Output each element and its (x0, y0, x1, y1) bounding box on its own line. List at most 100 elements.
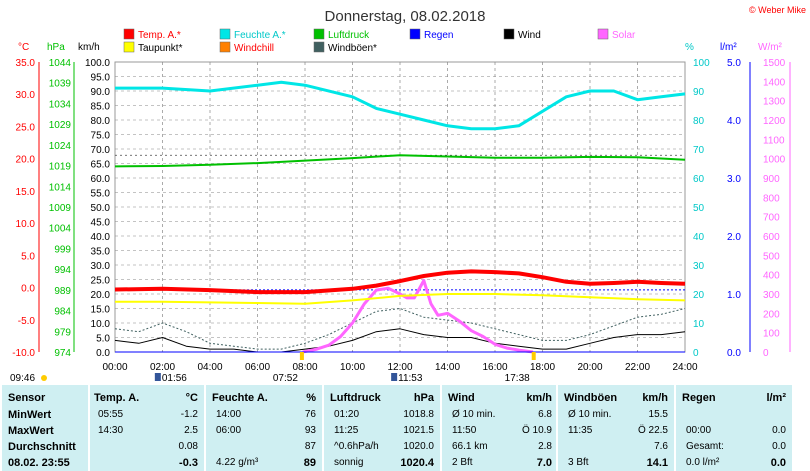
kmh-tick: 25.0 (91, 276, 111, 287)
stats-table: Sensor MinWert MaxWert Durchschnitt 08.02. 2… (0, 385, 810, 471)
legend-label: Solar (612, 30, 636, 41)
rain-tick: 2.0 (727, 232, 741, 243)
hpa-tick: 1044 (49, 58, 72, 69)
sunset-marker (531, 352, 536, 360)
solar-tick: 200 (763, 309, 780, 320)
legend-label: Feuchte A.* (234, 30, 286, 41)
column-header: Feuchte A. (212, 392, 268, 404)
pct-tick: 80 (693, 116, 705, 127)
legend-swatch (503, 28, 515, 40)
chart-grid (114, 61, 686, 353)
cell-value: -1.2 (180, 409, 198, 420)
solar-tick: 1300 (763, 97, 786, 108)
chart-title: Donnerstag, 08.02.2018 (325, 8, 486, 25)
temp-tick: 30.0 (16, 90, 36, 101)
legend-label: Wind (518, 30, 541, 41)
rain-tick: 0.0 (727, 348, 741, 359)
pct-tick: 30 (693, 261, 705, 272)
solar-tick: 800 (763, 193, 780, 204)
kmh-tick: 75.0 (91, 131, 111, 142)
moon-icon (391, 373, 398, 381)
hpa-tick: 989 (54, 286, 71, 297)
solar-unit: W/m² (758, 42, 783, 53)
cell-value: Ö 10.9 (521, 425, 552, 436)
temp-tick: 20.0 (16, 155, 36, 166)
hpa-tick: 1014 (49, 182, 72, 193)
pct-tick: 40 (693, 232, 705, 243)
cell-value: 0.0 (772, 441, 786, 452)
hpa-tick: 999 (54, 244, 71, 255)
cell-value: 0.0 (772, 425, 786, 436)
panel-wind (442, 385, 556, 471)
legend-label: Regen (424, 30, 453, 41)
column-unit: % (306, 392, 316, 404)
moon-icon (154, 373, 161, 381)
rain-unit: l/m² (720, 42, 737, 53)
moonset-label: 11:53 (398, 373, 423, 384)
x-tick: 16:00 (482, 362, 507, 373)
hpa-tick: 1009 (49, 203, 72, 214)
kmh-tick: 5.0 (96, 334, 110, 345)
rain-tick: 3.0 (727, 174, 741, 185)
cell-sub: 14:00 (216, 409, 242, 420)
copyright-label: © Weber Mike (749, 5, 806, 15)
cell-sub: 4.22 g/m³ (216, 457, 259, 468)
hpa-unit: hPa (47, 42, 65, 53)
hpa-tick: 1024 (49, 141, 72, 152)
cell-value: 7.6 (654, 441, 668, 452)
cell-value: 1021.5 (403, 425, 434, 436)
kmh-tick: 55.0 (91, 189, 111, 200)
cell-sub: Ø 10 min. (452, 409, 496, 420)
legend-swatch (597, 28, 609, 40)
rain-tick: 5.0 (727, 58, 741, 69)
temp-tick: -5.0 (18, 316, 36, 327)
x-tick: 02:00 (150, 362, 175, 373)
legend-swatch (313, 28, 325, 40)
cell-value: 1020.0 (403, 441, 434, 452)
weather-chart: Donnerstag, 08.02.2018 © Weber Mike Temp… (10, 5, 806, 384)
pct-tick: 20 (693, 290, 705, 301)
cell-value: 93 (304, 425, 316, 436)
column-unit: hPa (413, 392, 434, 404)
series-temp-a (114, 269, 686, 295)
legend-swatch (123, 41, 135, 53)
cell-sub: 11:35 (568, 425, 593, 436)
temp-tick: 25.0 (16, 122, 36, 133)
panel-gusts (558, 385, 674, 471)
chart-series (114, 80, 686, 354)
cell-value: 15.5 (648, 409, 668, 420)
legend-label: Temp. A.* (138, 30, 181, 41)
column-header: Luftdruck (330, 392, 381, 404)
kmh-tick: 90.0 (91, 87, 111, 98)
column-unit: l/m² (766, 392, 786, 404)
row-label: MaxWert (8, 425, 54, 437)
cell-value: 1018.8 (403, 409, 434, 420)
cell-sub: 14:30 (98, 425, 124, 436)
solar-tick: 900 (763, 174, 780, 185)
solar-tick: 700 (763, 213, 780, 224)
x-tick: 22:00 (625, 362, 650, 373)
cell-sub: 11:50 (452, 425, 477, 436)
legend-swatch (409, 28, 421, 40)
column-header: Wind (448, 392, 475, 404)
cell-sub: ^0.6hPa/h (334, 441, 379, 452)
series-taupunkt (115, 293, 686, 305)
rain-tick: 4.0 (727, 116, 741, 127)
cell-sub: 3 Bft (568, 457, 589, 468)
chart-axes: °C hPa km/h% l/m² W/m² 35.0 30.0 25.0 20.0 15.0 10… (12, 42, 791, 373)
legend-swatch (313, 41, 325, 53)
sun-icon (41, 375, 47, 381)
column-unit: km/h (642, 392, 668, 404)
cell-sub: 01:20 (334, 409, 360, 420)
cell-sub: 05:55 (98, 409, 124, 420)
panel-temp (90, 385, 204, 471)
cell-value: 2.5 (184, 425, 198, 436)
x-tick: 20:00 (577, 362, 602, 373)
cell-sub: Ø 10 min. (568, 409, 612, 420)
solar-tick: 1400 (763, 77, 786, 88)
pct-tick: 10 (693, 319, 705, 330)
solar-tick: 0 (763, 348, 769, 359)
kmh-tick: 80.0 (91, 116, 111, 127)
sunset-label: 17:38 (505, 373, 530, 384)
hpa-tick: 1034 (49, 99, 72, 110)
